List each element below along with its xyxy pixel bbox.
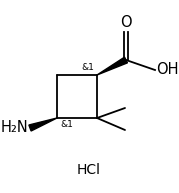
- Text: O: O: [120, 15, 132, 30]
- Text: &1: &1: [81, 63, 94, 72]
- Text: HCl: HCl: [77, 163, 101, 177]
- Text: &1: &1: [60, 120, 73, 129]
- Text: H₂N: H₂N: [0, 120, 28, 135]
- Polygon shape: [97, 57, 127, 75]
- Polygon shape: [29, 118, 57, 131]
- Text: OH: OH: [156, 63, 178, 78]
